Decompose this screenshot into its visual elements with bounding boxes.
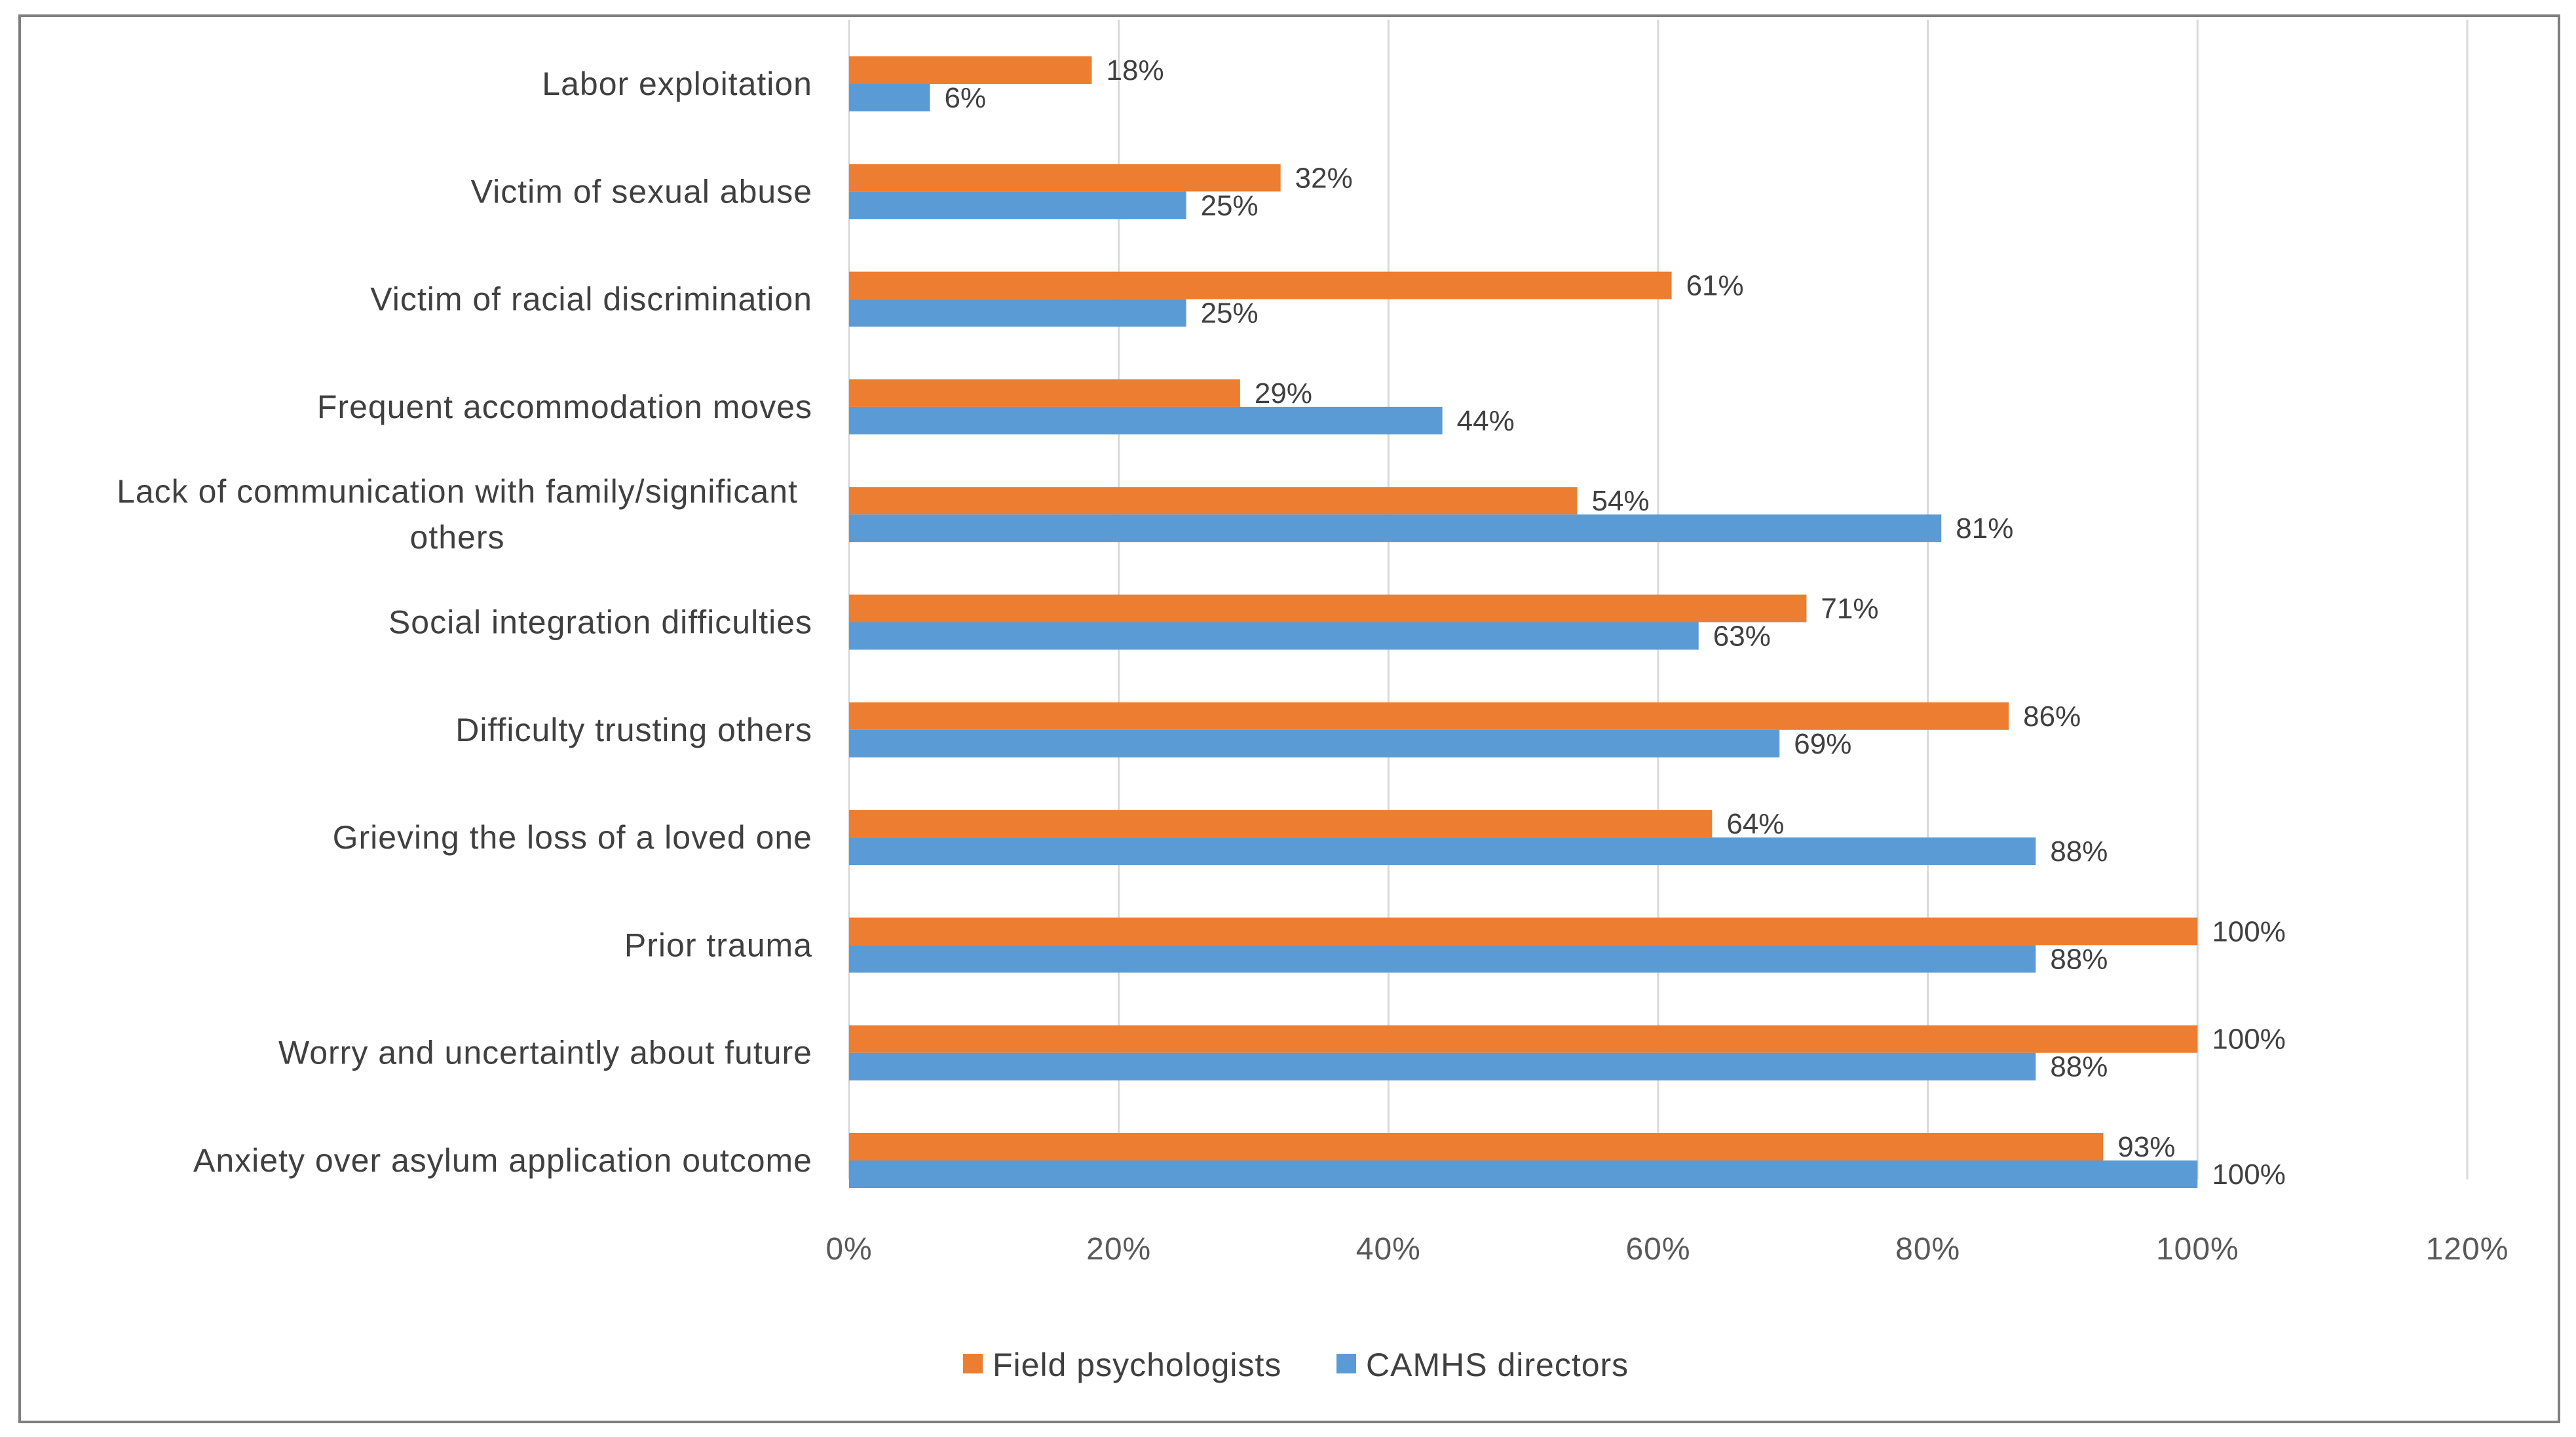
data-label: 29%: [1255, 377, 1312, 410]
data-label: 18%: [1107, 54, 1164, 86]
bar-field-psychologists: [849, 702, 2009, 730]
bar-camhs-directors: [849, 1052, 2036, 1081]
data-label: 71%: [1821, 593, 1878, 625]
category-label: Victim of sexual abuse: [471, 173, 812, 210]
x-tick-label: 60%: [1625, 1232, 1690, 1267]
x-tick-label: 80%: [1895, 1232, 1960, 1267]
bar-camhs-directors: [849, 514, 1942, 543]
category-label: Lack of communication with family/signif…: [117, 473, 798, 556]
category-label: Grieving the loss of a loved one: [333, 819, 812, 856]
category-label: Victim of racial discrimination: [370, 281, 812, 318]
data-label: 69%: [1794, 728, 1851, 760]
bar-camhs-directors: [849, 622, 1699, 650]
bar-camhs-directors: [849, 191, 1186, 220]
data-label: 6%: [945, 82, 987, 114]
bar-field-psychologists: [849, 594, 1807, 623]
category-label: Social integration difficulties: [388, 604, 812, 641]
data-label: 32%: [1295, 162, 1353, 194]
x-tick-label: 100%: [2156, 1232, 2239, 1267]
bar-camhs-directors: [849, 1160, 2198, 1188]
data-label: 61%: [1686, 270, 1744, 302]
x-axis-tick-labels: 0% 20% 40% 60% 80% 100% 120%: [825, 1232, 2509, 1267]
legend-swatch: [1336, 1354, 1356, 1373]
category-label: Labor exploitation: [542, 66, 812, 102]
legend: Field psychologists CAMHS directors: [963, 1347, 1629, 1383]
bar-camhs-directors: [849, 945, 2036, 973]
bar-camhs-directors: [849, 299, 1186, 327]
data-label: 54%: [1592, 485, 1650, 517]
bar-field-psychologists: [849, 1025, 2198, 1053]
bar-camhs-directors: [849, 729, 1780, 757]
bar-field-psychologists: [849, 917, 2198, 946]
legend-label: Field psychologists: [993, 1347, 1281, 1383]
bar-field-psychologists: [849, 1133, 2104, 1160]
data-label: 44%: [1457, 405, 1515, 437]
data-label: 64%: [1726, 808, 1784, 840]
legend-swatch: [963, 1354, 983, 1373]
x-tick-label: 40%: [1356, 1232, 1421, 1267]
category-label: Anxiety over asylum application outcome: [193, 1142, 812, 1179]
data-label: 93%: [2117, 1131, 2175, 1163]
data-label: 88%: [2050, 1051, 2108, 1083]
data-label: 100%: [2212, 915, 2286, 948]
data-label: 63%: [1713, 621, 1771, 653]
data-label: 81%: [1956, 512, 2013, 545]
category-label: Frequent accommodation moves: [317, 389, 812, 425]
data-label: 25%: [1201, 189, 1259, 221]
bar-field-psychologists: [849, 379, 1240, 407]
bar-field-psychologists: [849, 810, 1713, 838]
category-label: Worry and uncertaintly about future: [278, 1035, 812, 1071]
bar-camhs-directors: [849, 406, 1443, 434]
category-label: Difficulty trusting others: [455, 712, 812, 748]
data-labels: 18% 6% 32% 25% 61% 25% 29% 44% 54% 81% 71% 63% 86% 69…: [945, 54, 2286, 1191]
bar-field-psychologists: [849, 271, 1672, 299]
category-label: Prior trauma: [624, 927, 812, 963]
data-label: 100%: [2212, 1024, 2286, 1056]
x-tick-label: 120%: [2426, 1232, 2509, 1267]
bar-camhs-directors: [849, 837, 2036, 866]
x-tick-label: 0%: [825, 1232, 872, 1267]
legend-label: CAMHS directors: [1366, 1347, 1629, 1383]
data-label: 86%: [2023, 700, 2081, 733]
category-labels: Labor exploitation Victim of sexual abuse…: [117, 66, 812, 1179]
bar-field-psychologists: [849, 164, 1281, 192]
bar-camhs-directors: [849, 84, 930, 111]
data-label: 100%: [2212, 1159, 2286, 1191]
data-label: 88%: [2050, 835, 2108, 868]
bar-field-psychologists: [849, 56, 1092, 84]
x-tick-label: 20%: [1086, 1232, 1151, 1267]
bar-field-psychologists: [849, 487, 1578, 515]
bars: [849, 56, 2198, 1188]
data-label: 88%: [2050, 943, 2108, 975]
data-label: 25%: [1201, 297, 1259, 330]
